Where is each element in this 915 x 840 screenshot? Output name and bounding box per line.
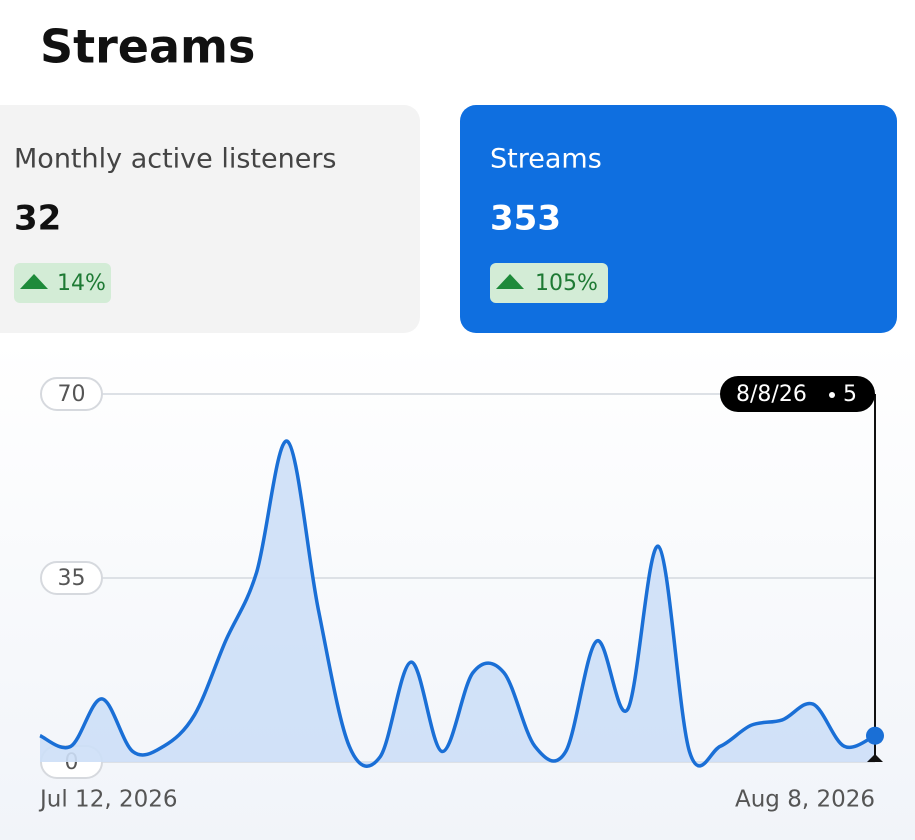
card-label: Streams	[490, 144, 602, 175]
chart-background	[0, 340, 915, 840]
up-arrow	[496, 274, 524, 289]
change-text: 14%	[57, 271, 106, 296]
tooltip-point	[866, 726, 884, 745]
x-tick-label: Aug 8, 2026	[735, 787, 875, 813]
y-tick-pill	[40, 561, 103, 595]
tooltip-value: 5	[843, 382, 857, 407]
card-label: Monthly active listeners	[14, 144, 337, 175]
change-badge	[490, 263, 608, 303]
y-tick-label: 35	[58, 566, 86, 591]
change-text: 105%	[535, 271, 598, 296]
x-tick-label: Jul 12, 2026	[38, 787, 177, 813]
change-badge	[14, 263, 111, 303]
y-tick-pill	[40, 377, 103, 411]
line	[39, 439, 876, 768]
up-arrow	[20, 274, 48, 289]
tooltip-separator	[829, 392, 835, 398]
tooltip-box	[720, 376, 875, 412]
area-fill	[40, 441, 875, 767]
card-value: 353	[490, 199, 561, 239]
tooltip-date: 8/8/26	[736, 382, 807, 407]
card-value: 32	[14, 199, 61, 239]
y-tick-label: 70	[58, 382, 86, 407]
page-title: Streams	[40, 20, 255, 74]
tooltip-foot	[867, 754, 883, 762]
